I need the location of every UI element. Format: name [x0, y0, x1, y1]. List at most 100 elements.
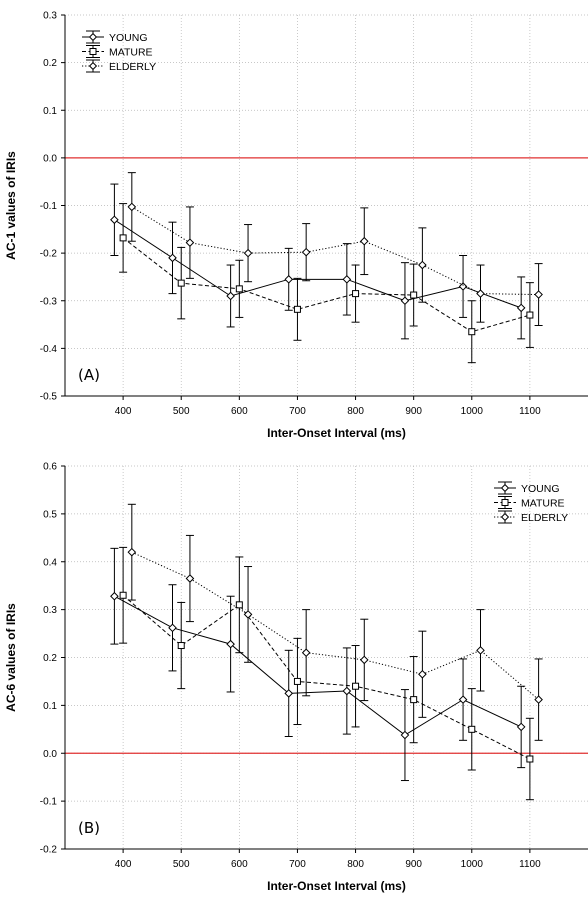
legend-marker-young — [88, 32, 98, 42]
series-mature — [119, 546, 534, 801]
x-tick-label: 500 — [173, 859, 190, 870]
y-tick-label: -0.1 — [40, 797, 58, 808]
series-young — [110, 547, 526, 782]
data-point-young — [226, 291, 235, 301]
series-line-elderly — [131, 206, 539, 296]
series-mature — [119, 203, 534, 364]
data-point-elderly — [185, 574, 195, 583]
data-point-young — [516, 303, 526, 313]
data-point-young — [342, 275, 352, 284]
y-tick-label: 0.1 — [43, 701, 57, 712]
data-point-mature — [352, 682, 360, 690]
series-line-mature — [122, 594, 531, 760]
legend-marker-young — [500, 483, 510, 493]
data-point-elderly — [476, 289, 485, 298]
legend-marker-mature — [501, 499, 509, 506]
series-line-elderly — [131, 551, 539, 701]
data-point-mature — [526, 755, 534, 763]
chart-panel-a: 0.3 0.2 0.1 0.0 -0.1 -0.2 -0.3 -0.4 -0.5 400 500 60… — [4, 11, 588, 440]
data-point-mature — [293, 305, 301, 313]
x-tick-label: 800 — [347, 859, 364, 870]
y-tick-label: 0.3 — [43, 11, 57, 22]
data-point-elderly — [127, 547, 137, 557]
data-point-elderly — [418, 260, 427, 270]
data-point-mature — [293, 677, 301, 685]
data-point-mature — [119, 591, 127, 599]
series-line-young — [114, 595, 522, 736]
series-line-mature — [122, 237, 531, 333]
y-tick-label: 0.0 — [43, 153, 57, 164]
data-point-elderly — [534, 290, 543, 299]
data-point-young — [400, 296, 410, 306]
data-point-young — [284, 689, 294, 698]
data-point-young — [110, 215, 119, 225]
series-elderly — [127, 503, 543, 741]
legend-label-elderly: ELDERLY — [521, 512, 568, 524]
y-axis-label: AC-6 values of IRIs — [4, 603, 18, 712]
y-tick-label: 0.6 — [43, 462, 57, 473]
y-tick-label: -0.2 — [40, 249, 58, 260]
data-point-young — [168, 623, 177, 633]
data-point-young — [284, 275, 294, 284]
legend-label-young: YOUNG — [109, 32, 148, 44]
panel-label: (B) — [78, 819, 100, 837]
data-point-elderly — [243, 248, 253, 258]
legend-label-mature: MATURE — [521, 498, 565, 510]
x-tick-label: 1000 — [461, 406, 484, 417]
data-point-mature — [177, 642, 185, 650]
data-point-young — [516, 722, 526, 732]
legend-label-elderly: ELDERLY — [109, 61, 156, 73]
legend-label-young: YOUNG — [521, 483, 560, 495]
x-tick-label: 900 — [405, 859, 422, 870]
data-point-elderly — [534, 695, 543, 704]
legend-marker-mature — [89, 48, 97, 55]
y-tick-label: -0.1 — [40, 201, 58, 212]
data-point-young — [342, 686, 352, 696]
x-tick-label: 700 — [289, 859, 306, 870]
legend-marker-elderly — [500, 512, 510, 522]
data-point-elderly — [359, 236, 369, 246]
data-point-mature — [177, 279, 185, 287]
y-tick-label: 0.4 — [43, 557, 57, 568]
chart-panel-b: 0.6 0.5 0.4 0.3 0.2 0.1 0.0 -0.1 -0.2 400 500 600 70… — [4, 462, 588, 893]
panel-label: (A) — [78, 366, 100, 384]
x-tick-label: 800 — [347, 406, 364, 417]
data-point-mature — [352, 290, 360, 298]
data-point-young — [458, 282, 468, 291]
data-point-mature — [119, 234, 127, 242]
x-axis-label: Inter-Onset Interval (ms) — [267, 426, 406, 440]
data-point-mature — [468, 725, 476, 733]
data-point-elderly — [127, 202, 137, 212]
data-point-young — [458, 695, 468, 704]
y-tick-label: 0.2 — [43, 58, 57, 69]
y-tick-label: 0.2 — [43, 653, 57, 664]
x-tick-label: 500 — [173, 406, 190, 417]
y-tick-label: -0.3 — [40, 296, 58, 307]
data-point-mature — [235, 601, 243, 609]
x-tick-label: 600 — [231, 859, 248, 870]
data-point-young — [226, 639, 235, 649]
y-tick-label: 0.5 — [43, 509, 57, 520]
x-tick-label: 400 — [115, 406, 132, 417]
x-axis-label: Inter-Onset Interval (ms) — [267, 879, 406, 893]
data-point-mature — [235, 285, 243, 293]
y-axis-label: AC-1 values of IRIs — [4, 151, 18, 260]
data-point-elderly — [243, 610, 253, 619]
y-tick-label: -0.4 — [40, 344, 58, 355]
data-point-elderly — [418, 669, 427, 679]
y-tick-label: -0.5 — [40, 392, 58, 403]
legend: YOUNG MATURE ELDERLY — [494, 481, 568, 524]
data-point-mature — [526, 311, 534, 319]
data-point-elderly — [301, 247, 311, 257]
y-tick-label: 0.1 — [43, 106, 57, 117]
x-tick-label: 1000 — [461, 859, 484, 870]
y-tick-label: 0.3 — [43, 605, 57, 616]
data-point-young — [110, 591, 119, 601]
x-tick-label: 600 — [231, 406, 248, 417]
series-elderly — [127, 172, 543, 327]
x-tick-label: 700 — [289, 406, 306, 417]
y-tick-label: 0.0 — [43, 749, 57, 760]
data-point-mature — [410, 291, 418, 299]
data-point-elderly — [185, 238, 195, 247]
